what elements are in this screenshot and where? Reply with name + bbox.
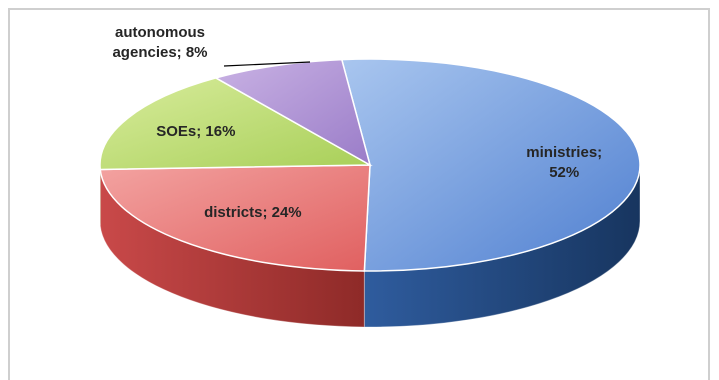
data-label-SOEs: SOEs; 16% bbox=[156, 123, 235, 140]
pie-chart: ministries;52%districts; 24%SOEs; 16%aut… bbox=[0, 0, 719, 371]
data-label-districts: districts; 24% bbox=[204, 204, 302, 221]
